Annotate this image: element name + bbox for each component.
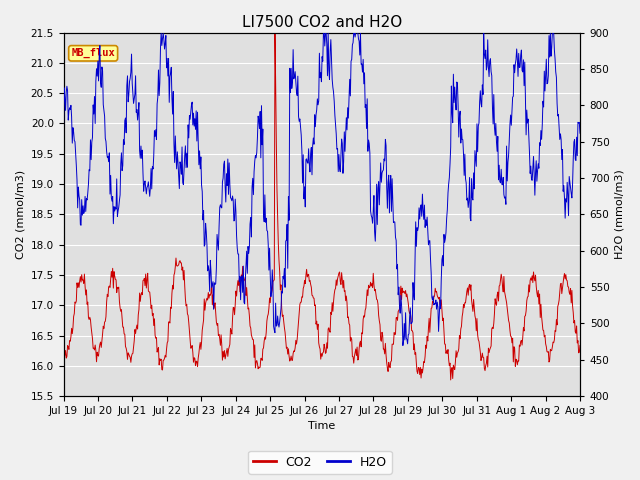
Legend: CO2, H2O: CO2, H2O: [248, 451, 392, 474]
X-axis label: Time: Time: [308, 421, 335, 432]
Text: MB_flux: MB_flux: [71, 48, 115, 59]
Title: LI7500 CO2 and H2O: LI7500 CO2 and H2O: [242, 15, 402, 30]
Y-axis label: CO2 (mmol/m3): CO2 (mmol/m3): [15, 170, 25, 259]
Y-axis label: H2O (mmol/m3): H2O (mmol/m3): [615, 169, 625, 259]
